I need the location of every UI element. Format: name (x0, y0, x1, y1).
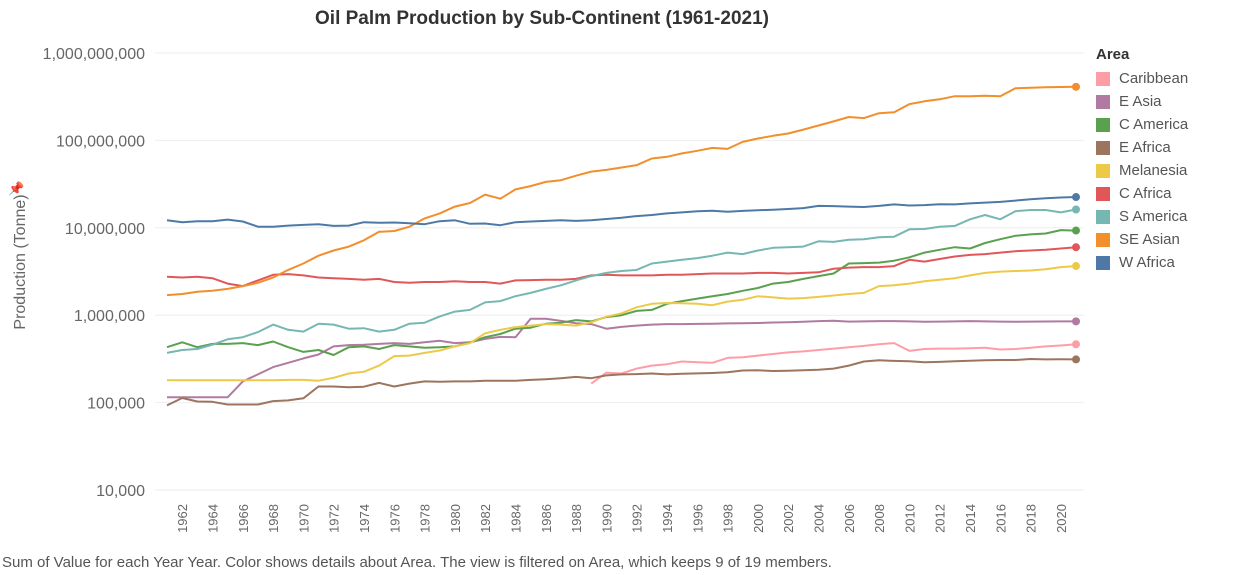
x-tick-label: 1982 (478, 504, 493, 533)
series-endpoint-c-america[interactable] (1072, 226, 1080, 235)
series-line-se-asian[interactable] (166, 85, 1077, 297)
legend-label: S America (1119, 208, 1188, 225)
x-tick-label: 1978 (418, 504, 433, 533)
x-tick-label: 2018 (1024, 504, 1039, 533)
legend-item-caribbean[interactable]: Caribbean (1096, 67, 1226, 90)
x-tick-label: 2008 (872, 504, 887, 533)
series-endpoint-se-asian[interactable] (1072, 82, 1080, 91)
x-tick-label: 1990 (599, 504, 614, 533)
legend-label: Caribbean (1119, 70, 1189, 87)
legend-swatch (1096, 117, 1110, 132)
legend-swatch (1096, 140, 1110, 155)
series-line-c-africa[interactable] (166, 246, 1077, 288)
footnote: Sum of Value for each Year Year. Color s… (2, 554, 832, 571)
series-line-e-africa[interactable] (166, 358, 1077, 407)
legend-item-c-america[interactable]: C America (1096, 113, 1226, 136)
legend-label: C America (1119, 116, 1189, 133)
x-tick-label: 1974 (357, 504, 372, 533)
pin-icon[interactable]: 📌 (8, 181, 25, 196)
legend-label: W Africa (1119, 254, 1175, 271)
legend-swatch (1096, 255, 1110, 270)
x-tick-label: 2016 (993, 504, 1008, 533)
legend-swatch (1096, 71, 1110, 86)
x-tick-label: 1986 (539, 504, 554, 533)
legend-title: Area (1096, 46, 1130, 63)
series-line-e-asia[interactable] (167, 317, 1076, 399)
series-endpoint-w-africa[interactable] (1072, 193, 1080, 202)
series-line-c-america[interactable] (166, 229, 1077, 356)
y-axis-ticks: 1,000,000,000 100,000,000 10,000,000 1,000,… (43, 46, 145, 500)
legend-item-melanesia[interactable]: Melanesia (1096, 159, 1226, 182)
y-tick-label: 1,000,000,000 (43, 46, 145, 63)
legend-item-e-asia[interactable]: E Asia (1096, 90, 1226, 113)
legend-item-w-africa[interactable]: W Africa (1096, 251, 1226, 274)
legend-swatch (1096, 209, 1110, 224)
x-tick-label: 1980 (448, 504, 463, 533)
x-tick-label: 2020 (1054, 504, 1069, 533)
x-tick-label: 1962 (175, 504, 190, 533)
legend-label: E Asia (1119, 93, 1162, 110)
x-tick-label: 1988 (569, 504, 584, 533)
x-tick-label: 2000 (751, 504, 766, 533)
x-tick-label: 1972 (327, 504, 342, 533)
x-tick-label: 1970 (296, 504, 311, 533)
y-tick-label: 10,000,000 (65, 221, 145, 238)
y-tick-label: 10,000 (96, 483, 145, 500)
legend-item-c-africa[interactable]: C Africa (1096, 182, 1226, 205)
legend-item-s-america[interactable]: S America (1096, 205, 1226, 228)
y-tick-label: 100,000,000 (56, 133, 145, 150)
chart-plot[interactable]: 1,000,000,000 100,000,000 10,000,000 1,000,… (0, 0, 1090, 550)
legend[interactable]: Area Caribbean E Asia C America E Africa Mel… (1096, 46, 1226, 274)
x-tick-label: 1994 (660, 504, 675, 533)
series-lines[interactable] (166, 85, 1077, 407)
x-tick-label: 1968 (266, 504, 281, 533)
series-line-melanesia[interactable] (167, 265, 1077, 382)
x-tick-label: 1984 (508, 504, 523, 533)
series-endpoint-c-africa[interactable] (1072, 243, 1080, 252)
legend-swatch (1096, 94, 1110, 109)
chart-title: Oil Palm Production by Sub-Continent (19… (315, 8, 769, 29)
x-tick-label: 2012 (933, 504, 948, 533)
legend-item-se-asian[interactable]: SE Asian (1096, 228, 1226, 251)
series-endpoint-e-asia[interactable] (1072, 317, 1080, 326)
x-tick-label: 2006 (842, 504, 857, 533)
series-endpoint-s-america[interactable] (1072, 205, 1080, 214)
series-line-w-africa[interactable] (166, 196, 1077, 228)
x-tick-label: 1966 (236, 504, 251, 533)
series-endpoint-caribbean[interactable] (1072, 340, 1080, 349)
x-tick-label: 1998 (721, 504, 736, 533)
series-endpoint-melanesia[interactable] (1072, 262, 1080, 271)
legend-label: E Africa (1119, 139, 1171, 156)
series-line-s-america[interactable] (166, 208, 1077, 354)
series-endpoints[interactable] (1072, 82, 1080, 364)
x-tick-label: 1964 (205, 504, 220, 533)
y-tick-label: 100,000 (87, 396, 145, 413)
x-tick-label: 2010 (902, 504, 917, 533)
legend-swatch (1096, 163, 1110, 178)
legend-swatch (1096, 186, 1110, 201)
legend-swatch (1096, 232, 1110, 247)
legend-item-e-africa[interactable]: E Africa (1096, 136, 1226, 159)
x-tick-label: 1976 (387, 504, 402, 533)
x-tick-label: 2004 (811, 504, 826, 533)
series-endpoint-e-africa[interactable] (1072, 355, 1080, 364)
legend-label: C Africa (1119, 185, 1172, 202)
legend-label: Melanesia (1119, 162, 1188, 179)
series-line-caribbean[interactable] (590, 342, 1077, 385)
legend-items[interactable]: Caribbean E Asia C America E Africa Melanesi… (1096, 67, 1226, 274)
x-tick-label: 2002 (781, 504, 796, 533)
y-tick-label: 1,000,000 (74, 308, 145, 325)
legend-label: SE Asian (1119, 231, 1180, 248)
x-tick-label: 1996 (690, 504, 705, 533)
x-tick-label: 2014 (963, 504, 978, 533)
x-tick-label: 1992 (630, 504, 645, 533)
x-axis-ticks: 1962 1964 1966 1968 1970 1972 1974 1976 1978 1980… (175, 504, 1069, 533)
y-axis-label: Production (Tonne) (12, 194, 29, 329)
